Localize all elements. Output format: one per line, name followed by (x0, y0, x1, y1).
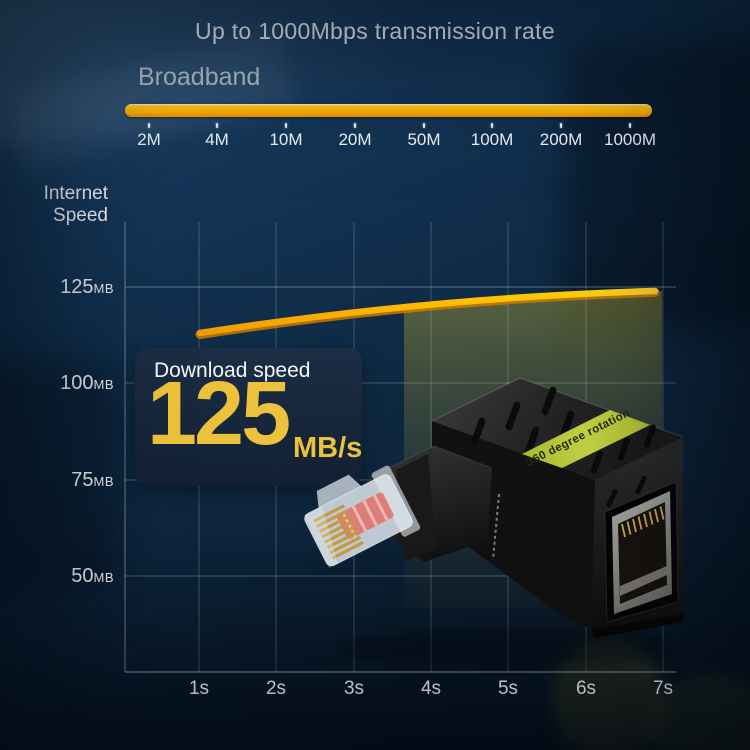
broadband-tick (148, 123, 150, 128)
broadband-tick (354, 123, 356, 128)
download-speed-value: 125 (147, 364, 291, 464)
x-tick-label: 4s (420, 678, 442, 699)
y-axis-title-line: Speed (53, 205, 108, 226)
plug-shine (304, 506, 338, 568)
port-gold-pins (621, 506, 665, 538)
arm-edge-highlight (369, 445, 493, 478)
x-tick-label: 6s (575, 678, 597, 699)
y-tick-label: 100MB (60, 372, 114, 394)
plug-gold-pins (313, 504, 364, 560)
broadband-scale-label: 20M (338, 130, 372, 149)
product-stripe (522, 410, 650, 468)
y-tick-label: 125MB (60, 276, 114, 298)
x-tick-label: 2s (265, 678, 287, 699)
y-tick-label: 50MB (71, 565, 114, 587)
broadband-tick (423, 123, 425, 128)
adapter-base (592, 614, 683, 638)
side-print-marks (492, 493, 500, 561)
rj45-port (604, 481, 679, 623)
broadband-scale-label: 10M (269, 130, 303, 149)
x-tick-label: 5s (497, 678, 519, 699)
download-speed-card: Download speed 125 MB/s (135, 348, 362, 486)
x-tick-label: 3s (343, 678, 365, 699)
bg-dark-right (565, 40, 750, 330)
rj45-plug (304, 465, 421, 568)
download-speed-unit: MB/s (293, 432, 363, 464)
download-speed-label: Download speed (154, 359, 311, 382)
broadband-scale-label: 1000M (604, 130, 656, 149)
broadband-label: Broadband (138, 63, 261, 91)
vent-slots (470, 386, 657, 508)
product-shadow (335, 628, 675, 668)
x-tick-label: 1s (188, 678, 210, 699)
product-body: 360 degree rotation (369, 377, 684, 638)
broadband-tick (216, 123, 218, 128)
y-axis-title-line: Internet (43, 183, 108, 204)
broadband-tick (629, 123, 631, 128)
broadband-scale-label: 4M (205, 130, 229, 149)
y-axis-title: Internet Speed (8, 183, 108, 227)
broadband-scale-label: 2M (137, 130, 161, 149)
broadband-tick (491, 123, 493, 128)
broadband-scale-label: 200M (539, 130, 583, 149)
broadband-scale-label: 100M (470, 130, 514, 149)
speed-curve (196, 287, 659, 337)
page-title: Up to 1000Mbps transmission rate (195, 18, 555, 44)
y-tick-label: 75MB (71, 469, 114, 491)
broadband-bar (125, 104, 652, 117)
broadband-scale-label: 50M (407, 130, 441, 149)
x-tick-label: 7s (652, 678, 674, 699)
broadband-tick (285, 123, 287, 128)
broadband-tick (560, 123, 562, 128)
